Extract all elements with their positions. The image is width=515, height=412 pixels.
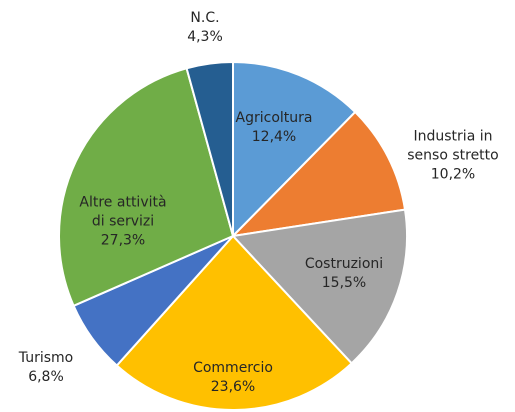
slice-label: Altre attività di servizi 27,3% [71, 194, 175, 251]
value-label: 6,8% [28, 369, 64, 385]
category-label: Turismo [18, 350, 74, 366]
value-label: 15,5% [321, 275, 367, 291]
slice-label: N.C. 4,3% [175, 9, 235, 47]
value-label: 23,6% [210, 379, 256, 395]
value-label: 4,3% [187, 29, 223, 45]
category-label: Commercio [193, 360, 273, 376]
value-label: 27,3% [100, 232, 146, 249]
value-label: 10,2% [430, 166, 476, 183]
category-label: Agricoltura [235, 110, 313, 126]
pie-slice [58, 67, 235, 308]
pie-slice [232, 60, 357, 239]
category-label: Costruzioni [304, 256, 384, 272]
pie-slice [230, 110, 407, 238]
slice-label: Turismo 6,8% [1, 349, 91, 387]
category-label: Industria in senso stretto [407, 128, 499, 164]
value-label: 12,4% [251, 129, 297, 145]
slice-label: Agricoltura 12,4% [224, 109, 324, 147]
category-label: Altre attività di servizi [79, 194, 167, 230]
pie-slice [115, 234, 354, 411]
category-label: N.C. [190, 10, 220, 26]
slice-label: Industria in senso stretto 10,2% [394, 128, 512, 185]
slice-label: Commercio 23,6% [178, 359, 288, 397]
pie-slice [185, 60, 234, 237]
slice-label: Costruzioni 15,5% [289, 255, 399, 293]
pie-slice [230, 208, 408, 365]
